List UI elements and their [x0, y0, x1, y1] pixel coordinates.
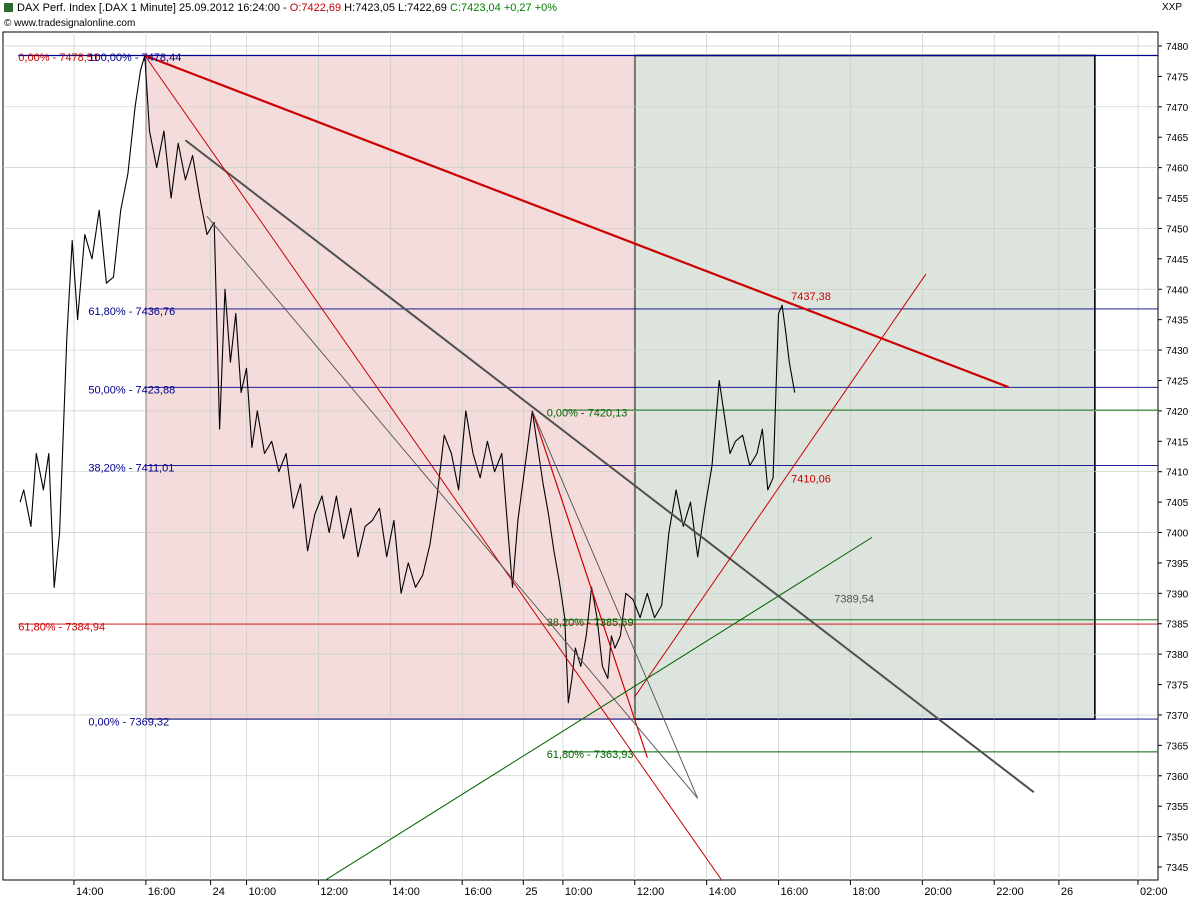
x-tick-label: 16:00: [464, 886, 492, 898]
x-tick-label: 12:00: [637, 886, 665, 898]
y-tick-label: 7420: [1166, 407, 1189, 418]
price-series-line: [19, 54, 796, 704]
y-tick-label: 7400: [1166, 529, 1189, 540]
level-label: 61,80% - 7436,76: [88, 306, 175, 318]
chart-header: DAX Perf. Index [.DAX 1 Minute] 25.09.20…: [4, 2, 557, 14]
trendline: [531, 410, 648, 758]
trendline: [144, 54, 1009, 389]
level-label: 61,80% - 7363,93: [547, 749, 634, 761]
x-tick-label: 02:00: [1140, 886, 1168, 898]
y-tick-label: 7380: [1166, 650, 1189, 661]
y-tick-label: 7465: [1166, 133, 1189, 144]
y-tick-label: 7345: [1166, 863, 1189, 874]
x-tick-label: 10:00: [565, 886, 593, 898]
x-tick-label: 14:00: [392, 886, 420, 898]
x-tick-label: 25: [525, 886, 537, 898]
y-tick-label: 7450: [1166, 224, 1189, 235]
level-label: 61,80% - 7384,94: [18, 621, 105, 633]
x-tick-label: 10:00: [249, 886, 277, 898]
y-tick-label: 7425: [1166, 376, 1189, 387]
x-tick-label: 14:00: [76, 886, 104, 898]
y-tick-label: 7410: [1166, 468, 1189, 479]
axis-code: XXP: [1162, 2, 1183, 13]
level-label: 7410,06: [791, 474, 831, 486]
close-value: C:7423,04 +0,27 +0%: [450, 2, 558, 14]
level-label: 7389,54: [834, 593, 874, 605]
y-tick-label: 7445: [1166, 255, 1189, 266]
level-label: 50,00% - 7423,88: [88, 384, 175, 396]
y-tick-label: 7415: [1166, 437, 1189, 448]
y-tick-label: 7460: [1166, 164, 1189, 175]
x-tick-label: 26: [1061, 886, 1073, 898]
trendline: [324, 536, 873, 880]
instrument-icon: [4, 3, 13, 12]
trendline: [184, 139, 1035, 793]
level-label: 0,00% - 7420,13: [547, 407, 628, 419]
y-tick-label: 7440: [1166, 285, 1189, 296]
y-tick-label: 7355: [1166, 802, 1189, 813]
x-tick-label: 24: [213, 886, 225, 898]
y-tick-label: 7455: [1166, 194, 1189, 205]
level-label: 0,00% - 7369,32: [88, 716, 169, 728]
level-label: 7437,38: [791, 291, 831, 303]
level-label: 38,20% - 7385,69: [547, 617, 634, 629]
y-tick-label: 7405: [1166, 498, 1189, 509]
level-label: 100,00% - 7478,44: [88, 52, 181, 64]
instrument-label: DAX Perf. Index [.DAX 1 Minute] 25.09.20…: [17, 2, 280, 14]
x-tick-label: 20:00: [924, 886, 952, 898]
y-tick-label: 7430: [1166, 346, 1189, 357]
x-tick-label: 14:00: [709, 886, 737, 898]
trendline: [634, 273, 927, 698]
trendline: [144, 55, 722, 880]
y-tick-label: 7385: [1166, 620, 1189, 631]
y-tick-label: 7390: [1166, 589, 1189, 600]
y-tick-label: 7365: [1166, 741, 1189, 752]
trendline: [206, 215, 699, 799]
y-tick-label: 7475: [1166, 72, 1189, 83]
y-tick-label: 7480: [1166, 42, 1189, 53]
source-credit: © www.tradesignalonline.com: [4, 18, 136, 29]
open-value: O:7422,69: [289, 2, 342, 14]
x-tick-label: 16:00: [148, 886, 176, 898]
y-tick-label: 7360: [1166, 772, 1189, 783]
y-tick-label: 7370: [1166, 711, 1189, 722]
level-label: 0,00% - 7478,51: [18, 52, 99, 64]
y-tick-label: 7350: [1166, 833, 1189, 844]
y-tick-label: 7435: [1166, 316, 1189, 327]
y-tick-label: 7470: [1166, 103, 1189, 114]
level-label: 38,20% - 7411,01: [88, 463, 174, 475]
x-tick-label: 22:00: [996, 886, 1024, 898]
x-tick-label: 12:00: [320, 886, 348, 898]
high-low-value: H:7423,05 L:7422,69: [344, 2, 447, 14]
y-tick-label: 7395: [1166, 559, 1189, 570]
trendline: [531, 410, 699, 799]
x-tick-label: 18:00: [852, 886, 880, 898]
x-tick-label: 16:00: [781, 886, 809, 898]
y-tick-label: 7375: [1166, 681, 1189, 692]
